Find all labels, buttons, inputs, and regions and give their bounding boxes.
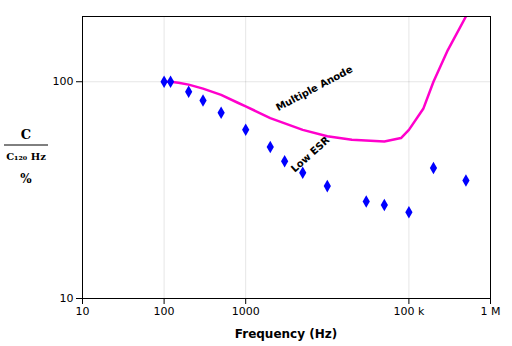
svg-text:10: 10 xyxy=(60,292,74,305)
svg-text:100: 100 xyxy=(154,305,175,318)
svg-text:Low ESR: Low ESR xyxy=(289,134,332,174)
svg-text:C₁₂₀ Hz: C₁₂₀ Hz xyxy=(6,151,46,162)
svg-text:1000: 1000 xyxy=(232,305,260,318)
svg-text:100: 100 xyxy=(53,75,74,88)
svg-text:1 M: 1 M xyxy=(481,305,501,318)
svg-text:Multiple Anode: Multiple Anode xyxy=(274,63,355,113)
svg-text:10: 10 xyxy=(76,305,90,318)
svg-text:%: % xyxy=(20,172,32,186)
svg-text:C: C xyxy=(21,127,31,142)
svg-text:100 k: 100 k xyxy=(393,305,424,318)
svg-text:Frequency (Hz): Frequency (Hz) xyxy=(235,327,337,341)
